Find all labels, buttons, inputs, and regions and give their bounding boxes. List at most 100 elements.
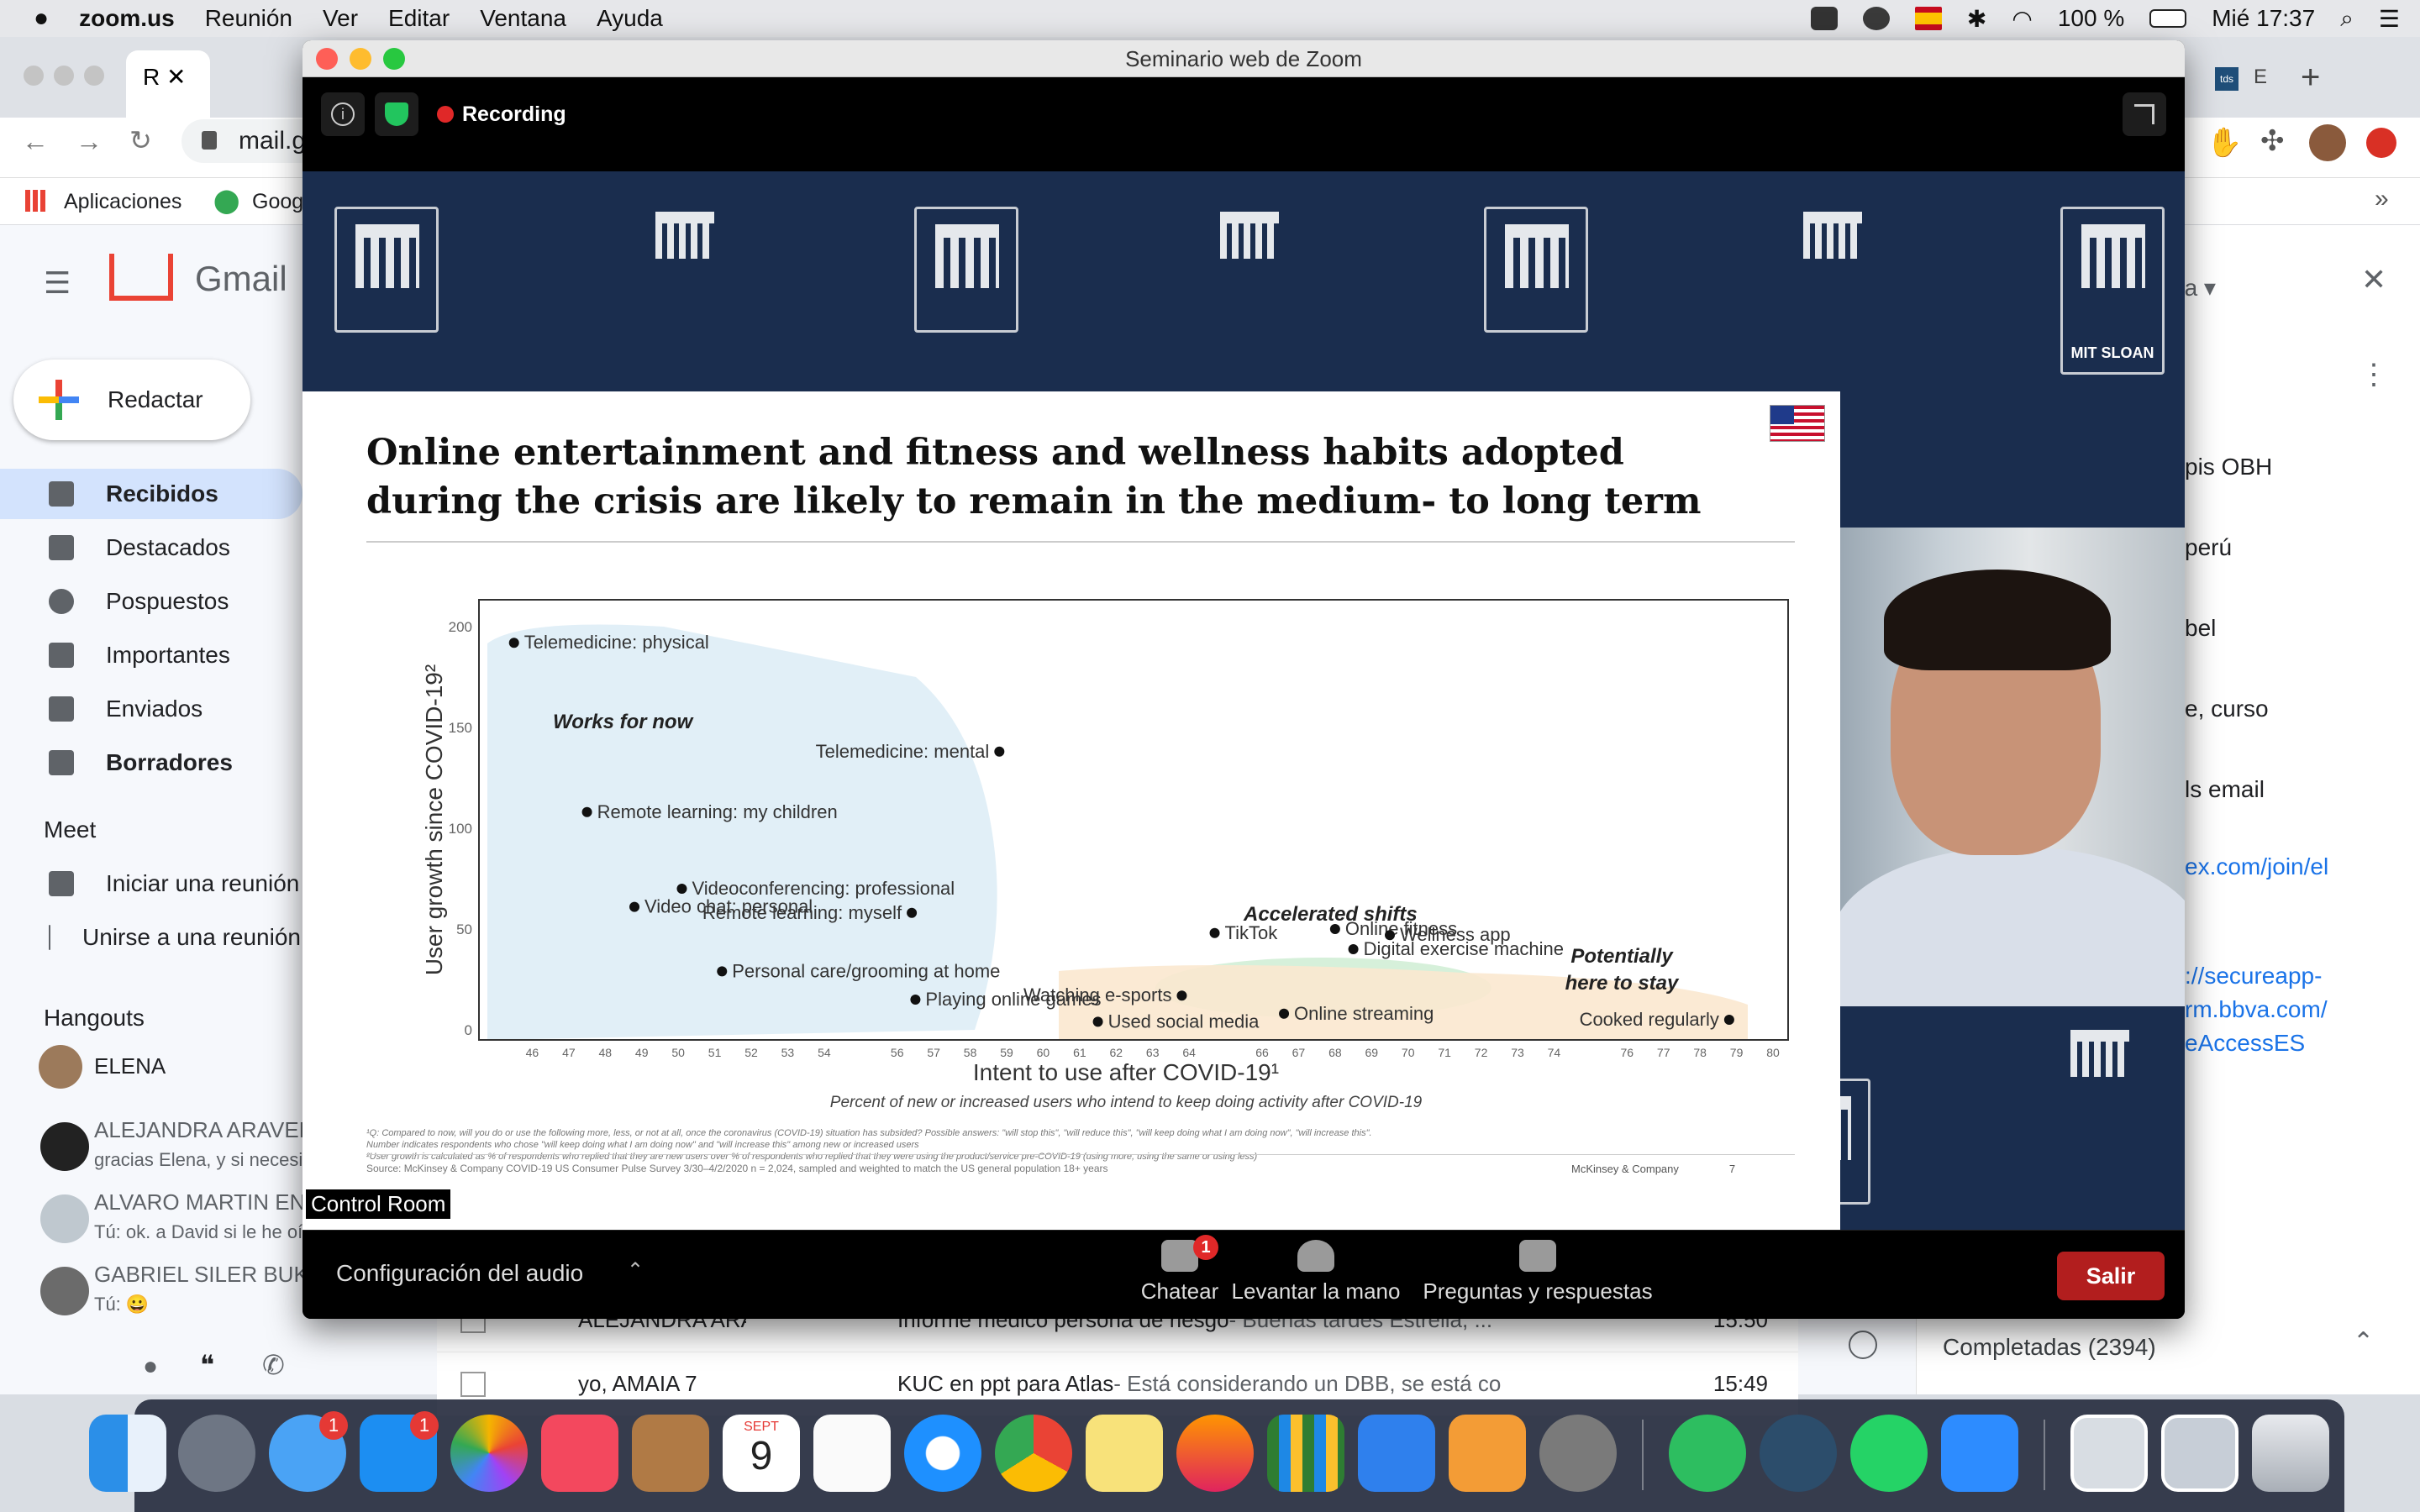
menu-ver[interactable]: Ver — [323, 5, 359, 31]
meet-join-meeting[interactable]: Unirse a una reunión — [49, 912, 301, 963]
tab-tds-icon[interactable]: tds — [2215, 67, 2238, 91]
qa-button[interactable]: Preguntas y respuestas — [1395, 1240, 1681, 1305]
keynote-icon[interactable] — [1358, 1415, 1435, 1492]
close-window-icon[interactable] — [316, 48, 338, 70]
main-menu-icon[interactable]: ☰ — [44, 265, 71, 300]
calendar-icon[interactable]: SEPT 9 — [723, 1415, 800, 1492]
nav-snoozed[interactable]: Pospuestos — [49, 576, 301, 627]
close-tab-icon[interactable]: ✕ — [166, 64, 187, 90]
numbers-icon[interactable] — [1267, 1415, 1344, 1492]
nav-drafts[interactable]: Borradores — [49, 738, 301, 788]
task-link[interactable]: rm.bbva.com/ — [2185, 996, 2328, 1022]
recent-document-thumbnail[interactable] — [2070, 1415, 2148, 1492]
contacts-icon[interactable]: ● — [143, 1352, 159, 1380]
checkbox[interactable] — [460, 1371, 486, 1397]
user-avatar[interactable] — [39, 1045, 82, 1089]
task-item[interactable]: pis OBH — [2185, 454, 2273, 480]
pages-icon[interactable] — [1449, 1415, 1526, 1492]
fullscreen-window-icon[interactable] — [383, 48, 405, 70]
menu-ventana[interactable]: Ventana — [480, 5, 566, 31]
menu-app-name[interactable]: zoom.us — [79, 5, 175, 31]
meet-new-meeting[interactable]: Iniciar una reunión — [49, 858, 301, 909]
downloads-stack-icon[interactable] — [2161, 1415, 2238, 1492]
task-link[interactable]: eAccessES — [2185, 1030, 2306, 1056]
recording-indicator[interactable]: Recording — [437, 96, 566, 133]
input-language-icon[interactable] — [1914, 7, 1942, 30]
phone-icon[interactable]: ✆ — [262, 1350, 285, 1380]
task-link[interactable]: ://secureapp- — [2185, 963, 2323, 989]
safari-icon[interactable] — [904, 1415, 981, 1492]
meeting-info-icon[interactable]: i — [321, 92, 365, 136]
chrome-icon[interactable] — [995, 1415, 1072, 1492]
gmail-logo-text[interactable]: Gmail — [195, 259, 287, 298]
bluetooth-icon[interactable]: ✱ — [1966, 5, 1987, 32]
whatsapp-icon[interactable] — [1850, 1415, 1928, 1492]
apple-icon[interactable]: ● — [34, 4, 50, 32]
task-item[interactable]: ls email — [2185, 776, 2265, 802]
back-icon[interactable]: ← — [22, 126, 49, 156]
zoom-tray-icon[interactable] — [1810, 7, 1838, 30]
chevron-up-icon[interactable]: ⌃ — [2353, 1328, 2375, 1356]
minimize-window-icon[interactable] — [350, 48, 371, 70]
more-bookmarks-icon[interactable]: » — [2375, 185, 2389, 213]
leave-button[interactable]: Salir — [2057, 1252, 2165, 1300]
task-link[interactable]: ex.com/join/el — [2185, 853, 2329, 879]
zoom-icon[interactable] — [1941, 1415, 2018, 1492]
hangouts-chat-icon[interactable]: ❝ — [200, 1350, 215, 1380]
notification-center-icon[interactable]: ☰ — [2378, 5, 2400, 32]
hangout-conversation[interactable]: GABRIEL SILER BUK Tú: 😀 — [40, 1260, 309, 1331]
bookmark-apps[interactable]: Aplicaciones — [64, 190, 182, 213]
evernote-icon[interactable] — [1669, 1415, 1746, 1492]
bookmark-google[interactable]: Goog — [252, 190, 304, 213]
audio-settings-button[interactable]: Configuración del audio — [336, 1260, 584, 1286]
reminders-icon[interactable] — [813, 1415, 891, 1492]
evernote-tray-icon[interactable] — [1862, 7, 1890, 30]
task-item[interactable]: bel — [2185, 615, 2217, 641]
compose-button[interactable]: Redactar — [13, 360, 250, 440]
close-window-icon[interactable] — [24, 66, 44, 86]
wifi-icon[interactable]: ◠ — [2012, 5, 2033, 32]
hangouts-user-name[interactable]: ELENA — [94, 1053, 166, 1079]
contacts-app-icon[interactable] — [632, 1415, 709, 1492]
task-item[interactable]: e, curso — [2185, 696, 2269, 722]
notes-icon[interactable] — [1086, 1415, 1163, 1492]
menubar-clock[interactable]: Mié 17:37 — [2212, 5, 2316, 31]
spotlight-icon[interactable]: ⌕ — [2340, 4, 2354, 31]
tab-gmail[interactable]: R ✕ — [126, 50, 210, 118]
system-preferences-icon[interactable] — [1539, 1415, 1617, 1492]
fullscreen-icon[interactable] — [2123, 92, 2166, 136]
new-tab-icon[interactable]: + — [2301, 59, 2321, 96]
firefox-icon[interactable] — [1176, 1415, 1254, 1492]
update-icon[interactable] — [2366, 128, 2396, 158]
maximize-window-icon[interactable] — [84, 66, 104, 86]
minimize-window-icon[interactable] — [54, 66, 74, 86]
hangout-conversation[interactable]: ALVARO MARTIN EN Tú: ok. a David si le he… — [40, 1188, 324, 1258]
profile-avatar[interactable] — [2309, 124, 2346, 161]
nav-inbox[interactable]: Recibidos — [0, 469, 302, 519]
menu-ayuda[interactable]: Ayuda — [596, 5, 663, 31]
battery-percent[interactable]: 100 % — [2057, 5, 2125, 31]
menu-editar[interactable]: Editar — [388, 5, 450, 31]
task-item[interactable]: perú — [2185, 534, 2233, 560]
apps-grid-icon[interactable] — [25, 190, 47, 212]
forward-icon[interactable]: → — [76, 126, 103, 156]
chat-button[interactable]: Chatear 1 — [1096, 1235, 1264, 1305]
more-options-icon[interactable]: ⋮ — [2360, 359, 2388, 391]
reload-icon[interactable]: ↻ — [129, 125, 152, 155]
extensions-icon[interactable]: ✣ — [2260, 125, 2285, 157]
music-icon[interactable] — [541, 1415, 618, 1492]
info-icon[interactable] — [1849, 1331, 1877, 1359]
photos-icon[interactable] — [450, 1415, 528, 1492]
hangout-conversation[interactable]: ALEJANDRA ARAVENA G. gracias Elena, y si … — [40, 1116, 357, 1186]
menu-reunion[interactable]: Reunión — [204, 5, 292, 31]
finder-icon[interactable] — [89, 1415, 166, 1492]
gmail-logo-icon[interactable] — [109, 254, 173, 301]
encryption-shield-icon[interactable] — [375, 92, 418, 136]
nav-starred[interactable]: Destacados — [49, 522, 301, 573]
battery-icon[interactable] — [2149, 9, 2187, 28]
close-panel-icon[interactable]: ✕ — [2361, 262, 2387, 297]
completed-tasks-toggle[interactable]: Completadas (2394) — [1943, 1334, 2156, 1360]
launchpad-icon[interactable] — [178, 1415, 255, 1492]
raise-hand-button[interactable]: Levantar la mano — [1207, 1240, 1425, 1305]
trash-icon[interactable] — [2252, 1415, 2329, 1492]
